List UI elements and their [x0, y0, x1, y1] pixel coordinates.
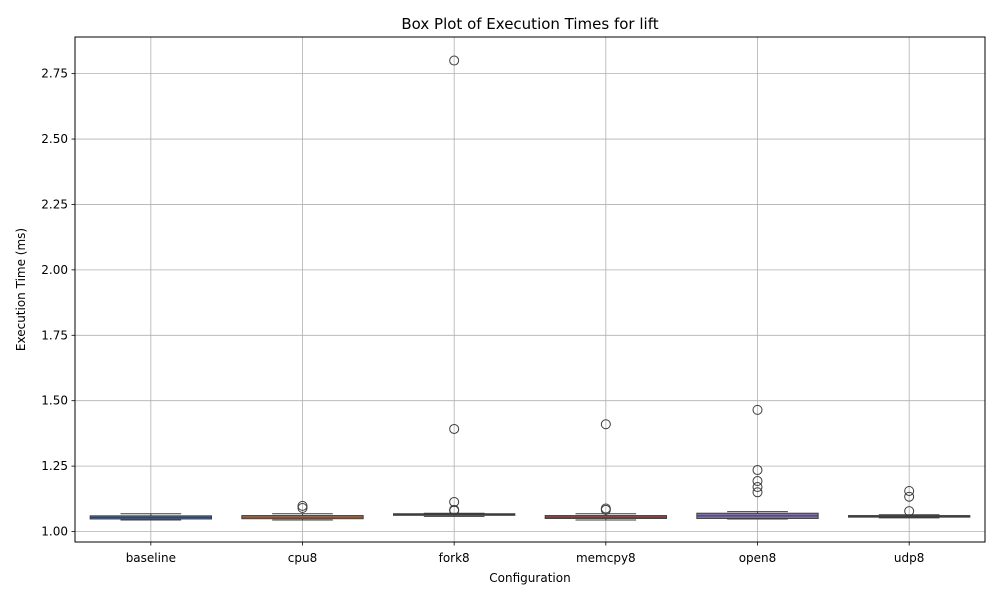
y-axis-label: Execution Time (ms)	[14, 228, 28, 351]
x-tick-label: udp8	[894, 551, 924, 565]
x-tick-label: memcpy8	[576, 551, 636, 565]
outlier-point	[752, 476, 763, 487]
box-fork8	[393, 55, 516, 517]
outlier-point	[752, 482, 763, 493]
outlier-point	[600, 503, 611, 514]
y-tick-label: 1.75	[41, 328, 68, 342]
x-tick-label: open8	[739, 551, 777, 565]
outlier-point	[752, 465, 763, 476]
y-tick-label: 2.00	[41, 263, 68, 277]
outlier-point	[752, 404, 763, 415]
y-axis-ticks: 1.00 1.25 1.50 1.75 2.00 2.25 2.50 2.75	[41, 67, 75, 539]
outlier-point	[752, 487, 763, 498]
box-baseline	[89, 513, 212, 521]
x-tick-label: baseline	[126, 551, 176, 565]
outlier-point	[449, 504, 460, 515]
grid-lines	[75, 37, 985, 542]
x-axis-label: Configuration	[489, 571, 570, 585]
y-tick-label: 2.75	[41, 67, 68, 81]
outlier-point	[449, 423, 460, 434]
x-tick-label: cpu8	[288, 551, 317, 565]
outlier-point	[904, 491, 915, 502]
outlier-point	[449, 496, 460, 507]
chart-title: Box Plot of Execution Times for lift	[401, 15, 658, 33]
y-tick-label: 1.50	[41, 394, 68, 408]
outlier-point	[904, 506, 915, 517]
outlier-point	[904, 485, 915, 496]
y-tick-label: 1.25	[41, 459, 68, 473]
y-tick-label: 1.00	[41, 525, 68, 539]
y-tick-label: 2.25	[41, 197, 68, 211]
outlier-point	[297, 500, 308, 511]
outlier-point	[449, 55, 460, 66]
outlier-point	[600, 419, 611, 430]
x-tick-label: fork8	[439, 551, 470, 565]
box-memcpy8	[544, 419, 668, 521]
box-udp8	[848, 485, 971, 519]
y-tick-label: 2.50	[41, 132, 68, 146]
plot-area-frame	[74, 36, 986, 543]
box-series	[89, 55, 971, 521]
x-axis-ticks: baseline cpu8 fork8 memcpy8 open8 udp8	[126, 542, 924, 565]
box-cpu8	[241, 500, 364, 521]
box-open8	[696, 404, 819, 520]
